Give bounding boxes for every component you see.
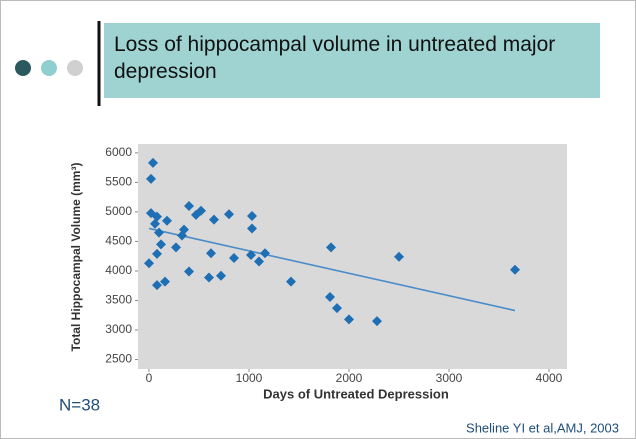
data-point xyxy=(344,314,354,325)
data-point xyxy=(224,209,234,220)
data-point xyxy=(196,205,206,216)
data-point xyxy=(332,303,342,314)
x-tick-label: 1000 xyxy=(236,371,263,385)
data-point xyxy=(254,256,264,267)
data-point xyxy=(372,316,382,327)
plot-area xyxy=(138,144,567,369)
data-point xyxy=(152,211,162,222)
y-tick-label: 5000 xyxy=(105,204,132,218)
data-point xyxy=(286,276,296,287)
data-point xyxy=(171,242,181,253)
data-point xyxy=(148,157,158,168)
y-tick-label: 6000 xyxy=(105,145,132,159)
bullet-dot xyxy=(15,60,31,76)
data-point xyxy=(510,264,520,275)
data-point xyxy=(162,215,172,226)
data-point xyxy=(146,173,156,184)
data-point xyxy=(325,291,335,302)
y-tick-label: 4000 xyxy=(105,263,132,277)
data-point xyxy=(209,214,219,225)
data-point xyxy=(150,218,160,229)
y-tick-label: 3000 xyxy=(105,322,132,336)
y-tick-label: 2500 xyxy=(105,352,132,366)
x-tick-label: 4000 xyxy=(536,371,563,385)
data-point xyxy=(229,252,239,263)
data-point xyxy=(179,224,189,235)
bullet-dot xyxy=(41,60,57,76)
data-point xyxy=(247,223,257,234)
data-point xyxy=(144,258,154,269)
data-point xyxy=(326,242,336,253)
y-tick-label: 3500 xyxy=(105,293,132,307)
data-point xyxy=(204,272,214,283)
citation: Sheline YI et al,AMJ, 2003 xyxy=(466,420,619,435)
title-box: Loss of hippocampal volume in untreated … xyxy=(104,23,600,98)
n-label: N=38 xyxy=(59,395,100,414)
x-axis-label: Days of Untreated Depression xyxy=(263,386,449,401)
y-tick-label: 4500 xyxy=(105,234,132,248)
bullet-dot xyxy=(67,60,83,76)
data-point xyxy=(184,266,194,277)
data-point xyxy=(246,250,256,261)
data-point xyxy=(152,280,162,291)
data-point xyxy=(394,251,404,262)
x-tick-label: 2000 xyxy=(336,371,363,385)
trend-line xyxy=(148,227,516,312)
x-tick-label: 3000 xyxy=(436,371,463,385)
data-point xyxy=(154,227,164,238)
y-tick-label: 5500 xyxy=(105,175,132,189)
data-point xyxy=(152,248,162,259)
x-tick-label: 0 xyxy=(146,371,153,385)
data-point xyxy=(260,248,270,259)
data-point xyxy=(216,270,226,281)
data-point xyxy=(156,239,166,250)
data-point xyxy=(206,248,216,259)
data-point xyxy=(184,201,194,212)
data-point xyxy=(160,276,170,287)
y-axis-label: Total Hippocampal Volume (mm³) xyxy=(69,163,83,352)
data-point xyxy=(247,211,257,222)
